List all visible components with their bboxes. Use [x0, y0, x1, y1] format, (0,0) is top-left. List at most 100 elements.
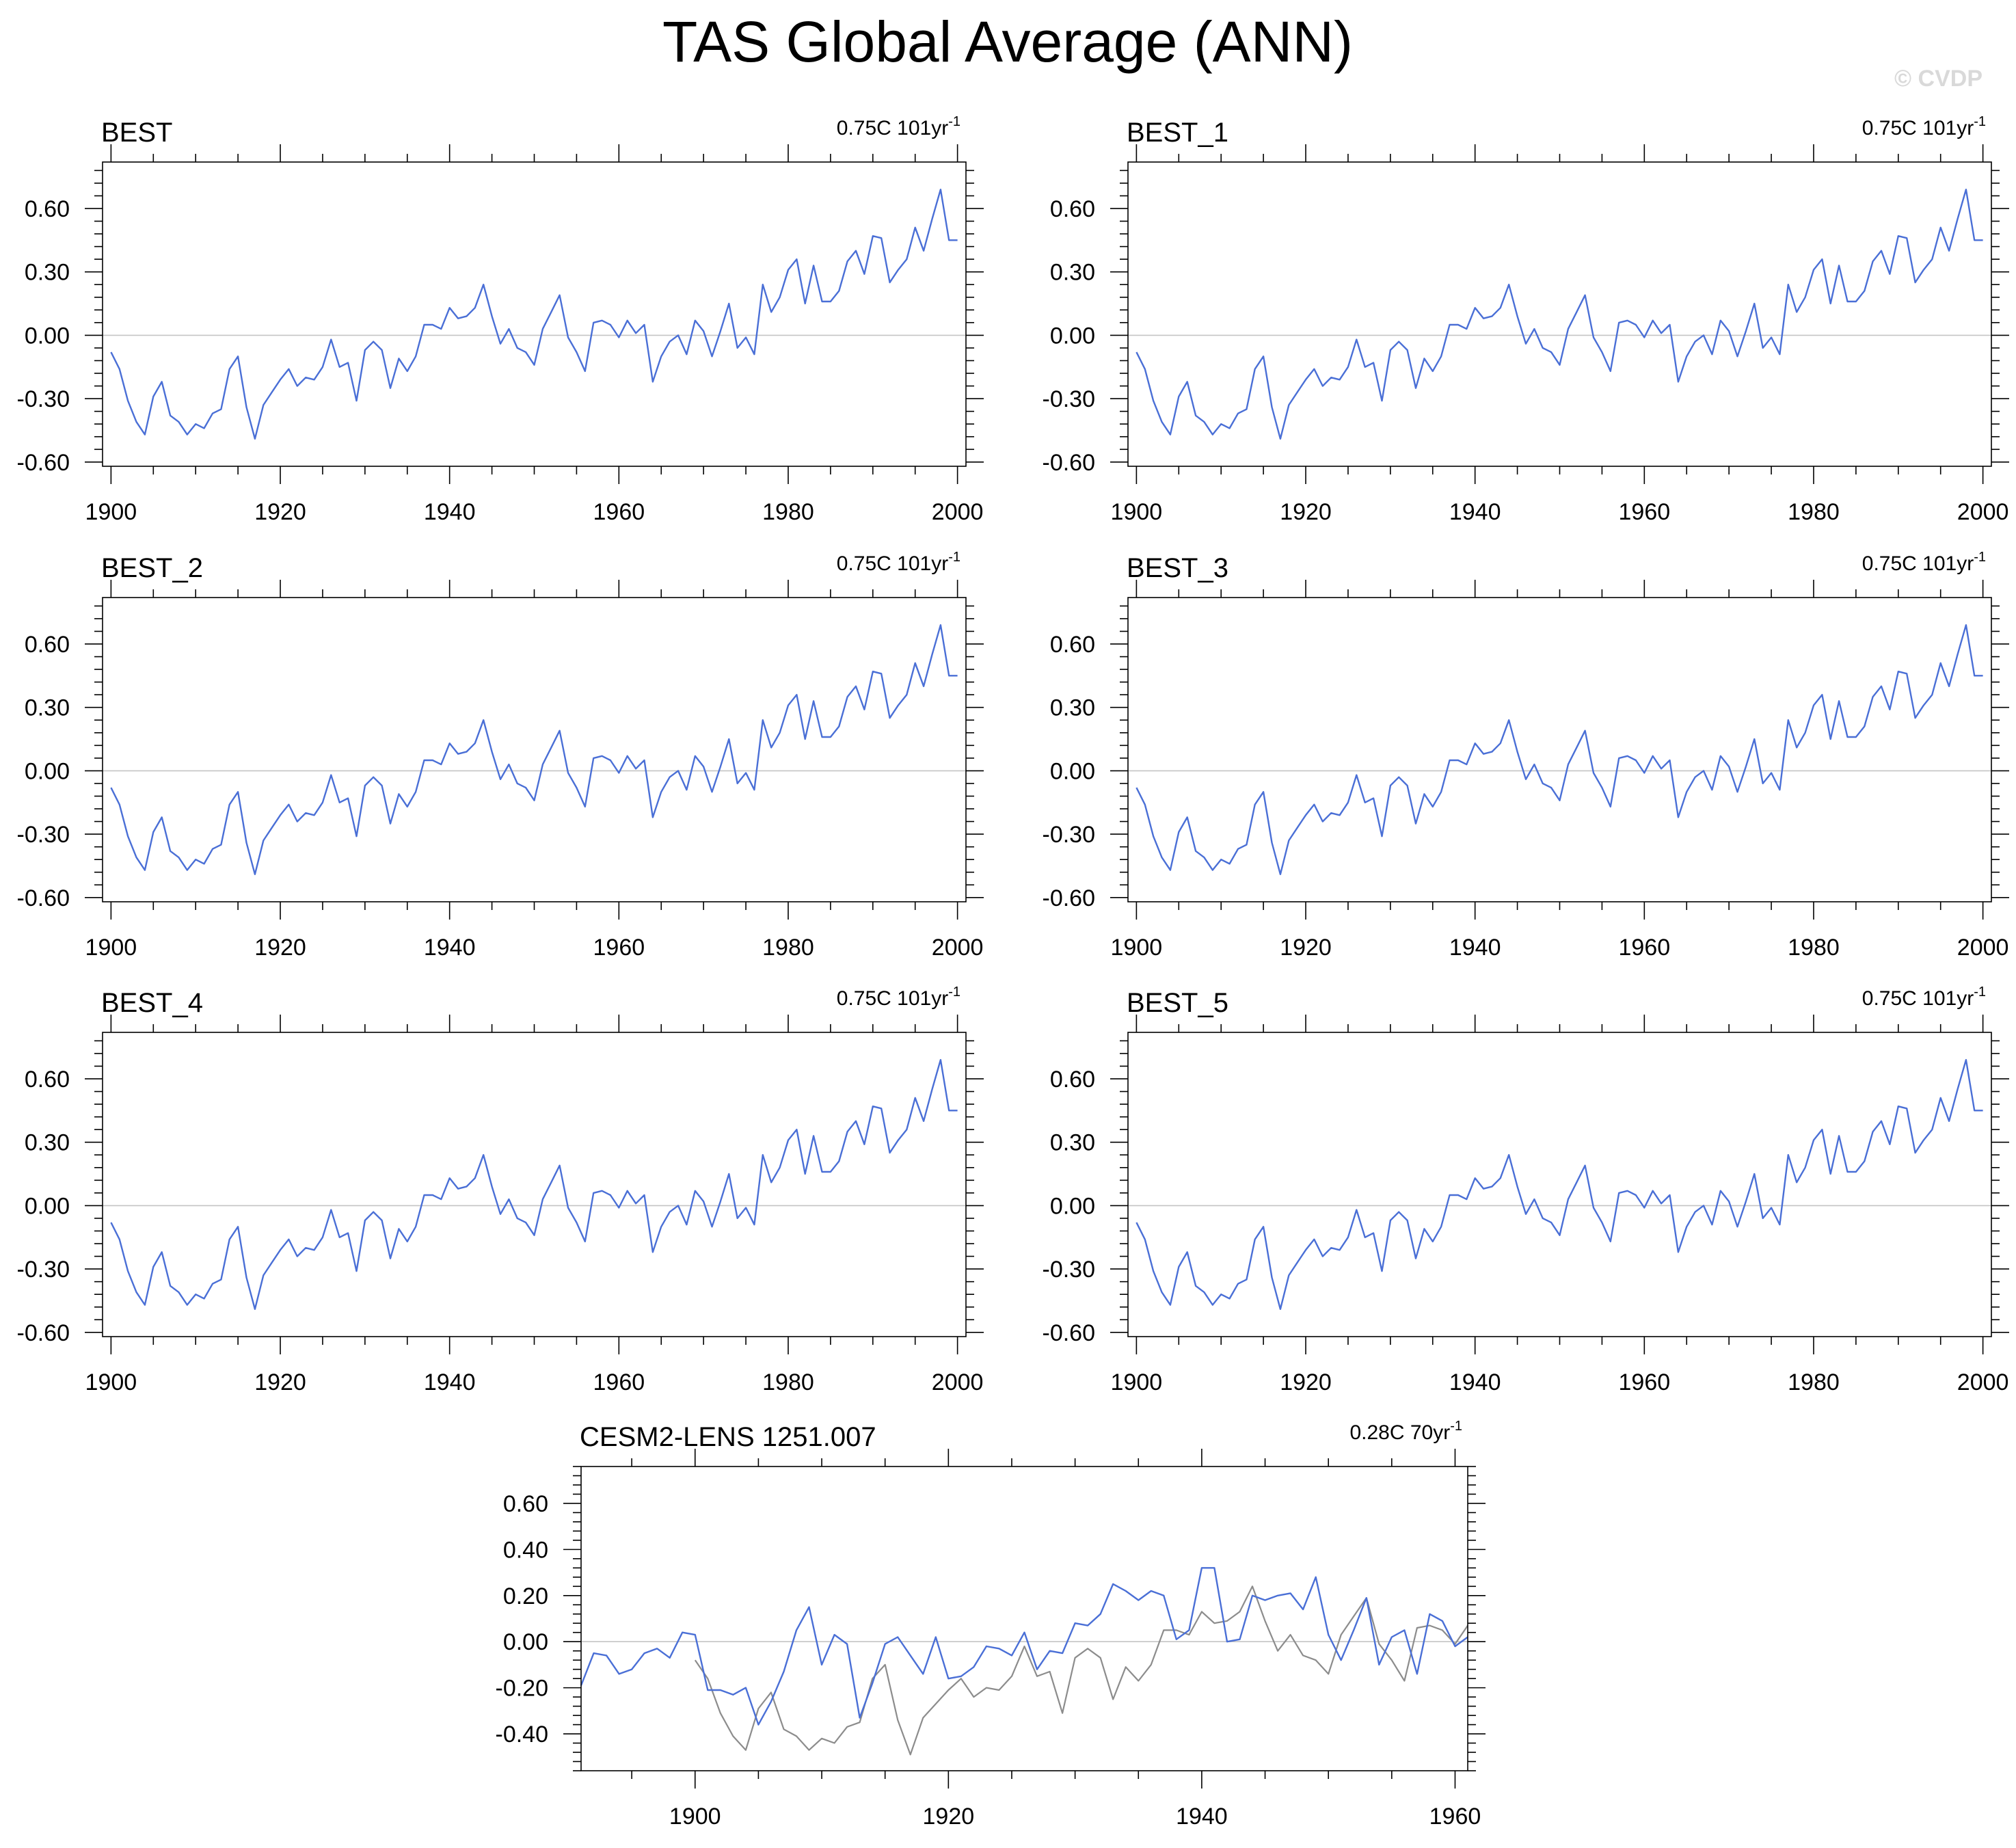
cvdp-watermark: © CVDP: [1894, 66, 1983, 92]
x-tick-label: 1940: [1176, 1804, 1228, 1830]
trend-unit-exponent: -1: [1974, 550, 1986, 565]
x-tick-label: 1900: [1111, 935, 1163, 961]
y-tick-label: -0.30: [17, 822, 70, 848]
y-tick-label: -0.60: [17, 885, 70, 911]
observed-overlay-line: [694, 1585, 1468, 1756]
y-tick-label: 0.00: [503, 1629, 548, 1655]
x-tick-label: 1960: [1619, 499, 1671, 525]
page-title: TAS Global Average (ANN): [662, 10, 1353, 74]
trend-value: 0.75C 101yr: [837, 987, 948, 1010]
y-tick-label: -0.30: [1043, 386, 1096, 412]
x-tick-label: 1920: [923, 1804, 975, 1830]
x-tick-label: 1920: [1280, 499, 1332, 525]
x-tick-label: 1920: [1280, 935, 1332, 961]
y-tick-label: 0.00: [25, 1193, 70, 1219]
y-tick-label: 0.30: [1050, 260, 1095, 286]
trend-value: 0.75C 101yr: [1862, 117, 1974, 139]
series-line: [1135, 1058, 1983, 1311]
x-tick-label: 1980: [1788, 1369, 1840, 1395]
x-tick-label: 1960: [1429, 1804, 1481, 1830]
trend-value: 0.75C 101yr: [837, 117, 948, 139]
panel-3: BEST_2 0.75C 101yr-1 1900 1920 1940 1960 1980 2…: [17, 550, 984, 961]
series-line: [1135, 189, 1983, 440]
trend-annotation: 0.75C 101yr-1: [837, 550, 960, 575]
x-tick-label: 1920: [254, 1369, 306, 1395]
series-line: [110, 624, 958, 876]
y-tick-label: -0.30: [1043, 822, 1096, 848]
y-tick-label: 0.30: [25, 695, 70, 721]
y-tick-label: 0.60: [25, 196, 70, 222]
y-tick-label: 0.30: [1050, 1130, 1095, 1156]
panel-4: BEST_3 0.75C 101yr-1 1900 1920 1940 1960 1980 2…: [1043, 550, 2009, 961]
panel-title: CESM2-LENS 1251.007: [580, 1422, 876, 1452]
x-tick-label: 1940: [1449, 935, 1501, 961]
x-tick-label: 1940: [424, 935, 476, 961]
x-tick-label: 1900: [85, 935, 137, 961]
y-tick-label: -0.40: [496, 1722, 549, 1747]
y-tick-label: 0.60: [25, 1067, 70, 1093]
plot-frame: [1127, 597, 1992, 902]
y-tick-label: -0.30: [1043, 1257, 1096, 1283]
panel-title: BEST_1: [1127, 118, 1228, 148]
trend-annotation: 0.75C 101yr-1: [1862, 985, 1986, 1010]
trend-unit-exponent: -1: [1974, 985, 1986, 1000]
trend-unit-exponent: -1: [948, 550, 960, 565]
plot-frame: [102, 161, 967, 467]
trend-annotation: 0.75C 101yr-1: [837, 114, 960, 139]
y-tick-label: 0.60: [25, 632, 70, 658]
plot-frame: [102, 1032, 967, 1337]
y-tick-label: -0.60: [1043, 885, 1096, 911]
panel-7: CESM2-LENS 1251.007 0.28C 70yr-1 1900 1920 1…: [496, 1419, 1486, 1830]
trend-unit-exponent: -1: [1974, 114, 1986, 129]
y-tick-label: 0.30: [25, 260, 70, 286]
y-tick-label: -0.60: [1043, 450, 1096, 476]
panel-title: BEST_4: [101, 988, 203, 1018]
y-tick-label: 0.00: [1050, 758, 1095, 784]
x-tick-label: 1900: [85, 1369, 137, 1395]
x-tick-label: 1940: [424, 1369, 476, 1395]
x-tick-label: 2000: [1957, 1369, 2009, 1395]
x-tick-label: 1940: [1449, 1369, 1501, 1395]
plot-frame: [580, 1466, 1468, 1771]
x-tick-label: 1900: [85, 499, 137, 525]
y-tick-label: 0.00: [1050, 323, 1095, 349]
y-tick-label: -0.60: [17, 450, 70, 476]
y-tick-label: -0.60: [17, 1320, 70, 1346]
y-tick-label: 0.00: [25, 758, 70, 784]
x-tick-label: 1960: [1619, 1369, 1671, 1395]
x-tick-label: 1960: [593, 935, 645, 961]
y-tick-label: -0.30: [17, 386, 70, 412]
y-tick-label: 0.40: [503, 1537, 548, 1563]
y-tick-label: 0.60: [1050, 196, 1095, 222]
x-tick-label: 2000: [932, 1369, 984, 1395]
y-tick-label: 0.30: [1050, 695, 1095, 721]
panel-1: BEST 0.75C 101yr-1 1900 1920 1940 1960 1980 200…: [17, 114, 984, 525]
x-tick-label: 1900: [1111, 1369, 1163, 1395]
trend-unit-exponent: -1: [1450, 1419, 1462, 1434]
x-tick-label: 1980: [1788, 499, 1840, 525]
panel-title: BEST_2: [101, 553, 203, 583]
series-line: [110, 189, 958, 440]
x-tick-label: 1980: [762, 499, 814, 525]
trend-annotation: 0.28C 70yr-1: [1349, 1419, 1462, 1444]
x-tick-label: 1960: [593, 1369, 645, 1395]
x-tick-label: 1960: [593, 499, 645, 525]
trend-annotation: 0.75C 101yr-1: [837, 985, 960, 1010]
x-tick-label: 1900: [669, 1804, 721, 1830]
x-tick-label: 1960: [1619, 935, 1671, 961]
y-tick-label: 0.00: [25, 323, 70, 349]
trend-annotation: 0.75C 101yr-1: [1862, 114, 1986, 139]
x-tick-label: 1900: [1111, 499, 1163, 525]
panel-title: BEST_5: [1127, 988, 1228, 1018]
y-tick-label: 0.20: [503, 1583, 548, 1609]
trend-value: 0.75C 101yr: [837, 552, 948, 575]
y-tick-label: 0.60: [1050, 632, 1095, 658]
y-tick-label: -0.20: [496, 1676, 549, 1702]
x-tick-label: 2000: [1957, 499, 2009, 525]
series-line: [580, 1567, 1468, 1726]
panel-title: BEST: [101, 118, 172, 148]
trend-value: 0.28C 70yr: [1349, 1421, 1450, 1444]
panel-6: BEST_5 0.75C 101yr-1 1900 1920 1940 1960 1980 2…: [1043, 985, 2009, 1395]
plot-frame: [1127, 161, 1992, 467]
